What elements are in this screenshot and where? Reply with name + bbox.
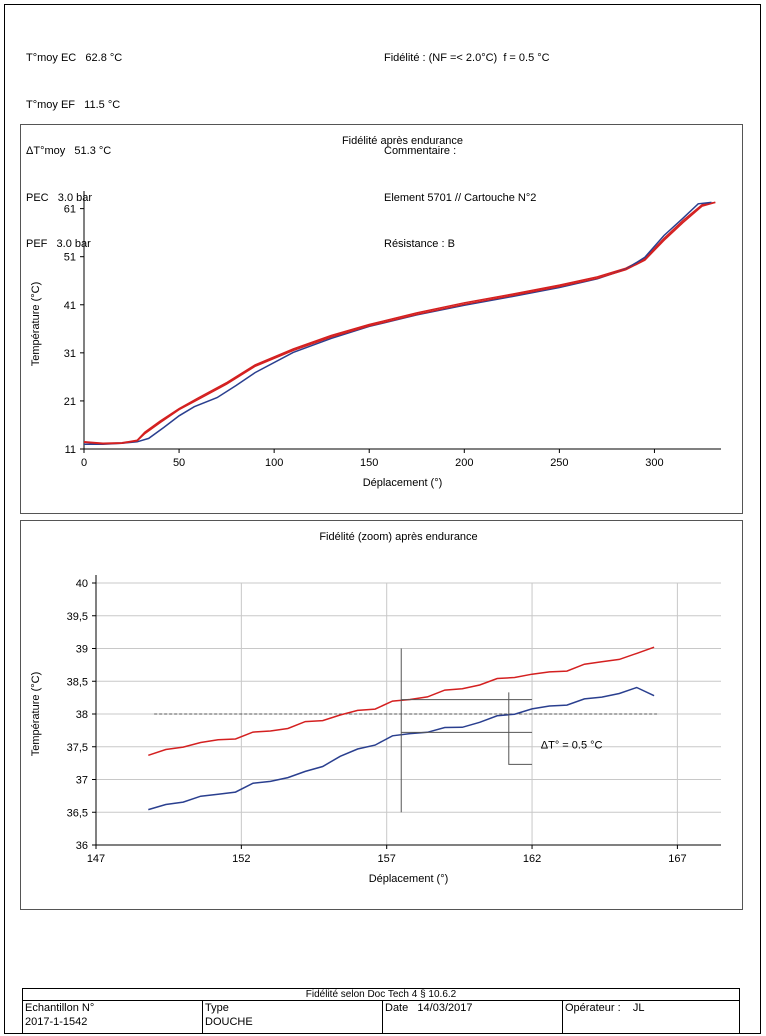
test-parameters: T°moy EC 62.8 °C T°moy EF 11.5 °C ΔT°moy… (26, 20, 122, 268)
operateur-value: JL (632, 1002, 645, 1014)
y-tick-label: 38,5 (67, 676, 88, 688)
y-tick-label: 37 (76, 775, 88, 787)
delta-t-moy: ΔT°moy 51.3 °C (26, 145, 112, 157)
x-tick-label: 152 (232, 853, 250, 865)
zoom-chart: Fidélité (zoom) après endurance 147 152 157… (30, 531, 721, 885)
pef: PEF 3.0 bar (26, 238, 91, 250)
y-axis-label: Température (°C) (30, 282, 42, 366)
y-tick-label: 39,5 (67, 611, 88, 623)
echantillon-label: Echantillon N° (25, 1002, 95, 1014)
x-tick-label: 167 (668, 853, 686, 865)
chart-title: Fidélité après endurance (342, 135, 463, 147)
x-axis-label: Déplacement (°) (363, 477, 443, 489)
y-tick-label: 21 (64, 396, 76, 408)
x-axis-label: Déplacement (°) (369, 873, 449, 885)
footer-title: Fidélité selon Doc Tech 4 § 10.6.2 (22, 988, 740, 1001)
y-tick-label: 51 (64, 252, 76, 264)
x-tick-label: 147 (87, 853, 105, 865)
y-tick-label: 41 (64, 300, 76, 312)
type-value: DOUCHE (205, 1016, 253, 1028)
footer-table: Fidélité selon Doc Tech 4 § 10.6.2 Echan… (22, 988, 740, 1034)
chart-box-full: Fidélité après endurance 0 50 100 150 200 250 3… (20, 124, 743, 514)
echantillon-value: 2017-1-1542 (25, 1016, 88, 1028)
x-tick-label: 250 (550, 457, 568, 469)
t-moy-ef: T°moy EF 11.5 °C (26, 98, 121, 111)
x-tick-label: 0 (81, 457, 87, 469)
spacer (384, 98, 550, 114)
y-tick-label: 36,5 (67, 807, 88, 819)
x-tick-label: 200 (455, 457, 473, 469)
y-tick-label: 31 (64, 348, 76, 360)
x-tick-label: 100 (265, 457, 283, 469)
delta-bracket (508, 692, 533, 765)
y-axis-label: Température (°C) (30, 672, 42, 756)
x-tick-label: 300 (645, 457, 663, 469)
full-range-chart: Fidélité après endurance 0 50 100 150 200 250 3… (30, 135, 721, 489)
x-tick-label: 150 (360, 457, 378, 469)
x-tick-label: 162 (523, 853, 541, 865)
y-tick-label: 39 (76, 644, 88, 656)
series-line-0 (83, 201, 716, 444)
y-tick-label: 37,5 (67, 742, 88, 754)
comment-label: Commentaire : (384, 145, 457, 157)
t-moy-ec: T°moy EC 62.8 °C (26, 52, 123, 64)
test-comments: Fidélité : (NF =< 2.0°C) f = 0.5 °C Comm… (384, 20, 550, 268)
series-line-2 (83, 201, 716, 445)
type-label: Type (205, 1002, 229, 1014)
operateur-cell: Opérateur : JL (562, 1001, 740, 1034)
resistance: Résistance : B (384, 238, 455, 250)
date-value: 14/03/2017 (417, 1002, 473, 1014)
y-tick-label: 11 (65, 444, 76, 456)
date-label: Date (385, 1002, 409, 1014)
y-tick-label: 36 (76, 840, 88, 852)
type-cell: Type DOUCHE (202, 1001, 382, 1034)
y-tick-label: 38 (76, 709, 88, 721)
date-cell: Date 14/03/2017 (382, 1001, 562, 1034)
x-tick-label: 50 (173, 457, 185, 469)
operateur-label: Opérateur : (565, 1002, 621, 1014)
y-tick-label: 40 (76, 578, 88, 590)
fidelite-criterion: Fidélité : (NF =< 2.0°C) f = 0.5 °C (384, 52, 550, 64)
series-line-1 (84, 201, 712, 445)
echantillon-cell: Echantillon N° 2017-1-1542 (22, 1001, 202, 1034)
x-tick-label: 157 (378, 853, 396, 865)
y-tick-label: 61 (64, 204, 76, 216)
comment-text: Element 5701 // Cartouche N°2 (384, 191, 537, 204)
chart-title: Fidélité (zoom) après endurance (319, 531, 477, 543)
chart-box-zoom: Fidélité (zoom) après endurance 147 152 157… (20, 520, 743, 910)
delta-annotation: ΔT° = 0.5 °C (541, 740, 603, 752)
